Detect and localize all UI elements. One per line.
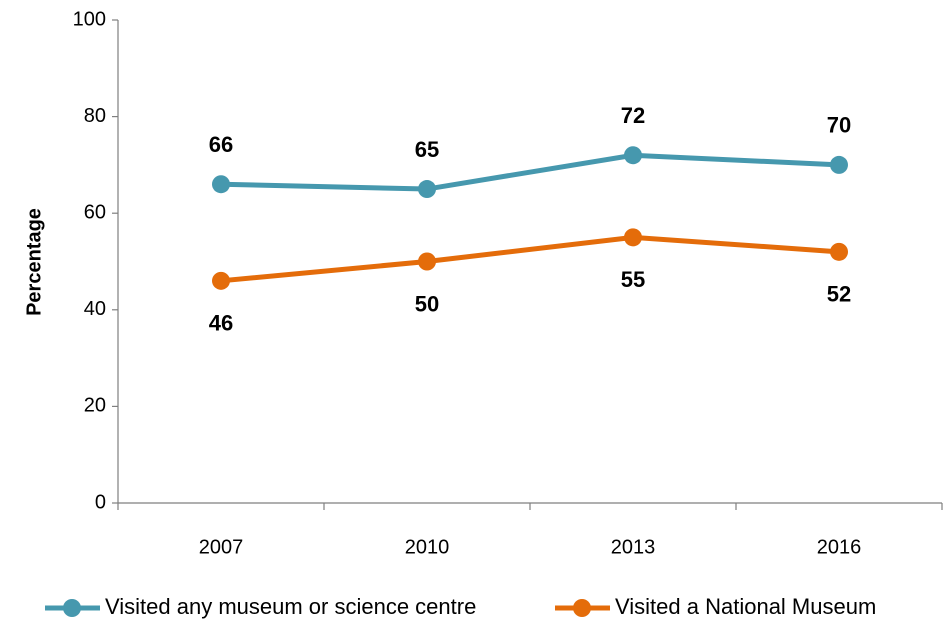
data-point <box>418 180 436 199</box>
data-point <box>624 146 642 165</box>
data-label: 52 <box>827 282 851 307</box>
y-axis-label: Percentage <box>23 208 45 316</box>
legend-marker <box>63 599 81 617</box>
y-tick-label: 80 <box>84 105 106 127</box>
y-tick-label: 100 <box>73 8 106 30</box>
data-point <box>830 242 848 261</box>
legend-label: Visited any museum or science centre <box>105 594 476 619</box>
series-line <box>220 234 840 284</box>
data-label: 46 <box>209 311 233 336</box>
y-tick-label: 40 <box>84 298 106 320</box>
x-tick-label: 2013 <box>611 536 656 558</box>
legend-marker <box>573 599 591 617</box>
data-label: 72 <box>621 103 645 128</box>
y-tick-label: 60 <box>84 201 106 223</box>
y-tick-label: 0 <box>95 491 106 513</box>
legend-label: Visited a National Museum <box>615 594 876 619</box>
data-point <box>830 155 848 174</box>
data-label: 66 <box>209 132 233 157</box>
data-label: 70 <box>827 113 851 138</box>
data-point <box>418 252 436 271</box>
x-tick-label: 2007 <box>199 536 244 558</box>
x-tick-label: 2016 <box>817 536 862 558</box>
data-point <box>624 228 642 247</box>
series-line <box>220 152 840 192</box>
data-label: 50 <box>415 291 439 316</box>
data-point <box>212 175 230 194</box>
data-point <box>212 271 230 290</box>
data-label: 65 <box>415 137 439 162</box>
data-label: 55 <box>621 267 645 292</box>
x-tick-label: 2010 <box>405 536 450 558</box>
y-tick-label: 20 <box>84 395 106 417</box>
